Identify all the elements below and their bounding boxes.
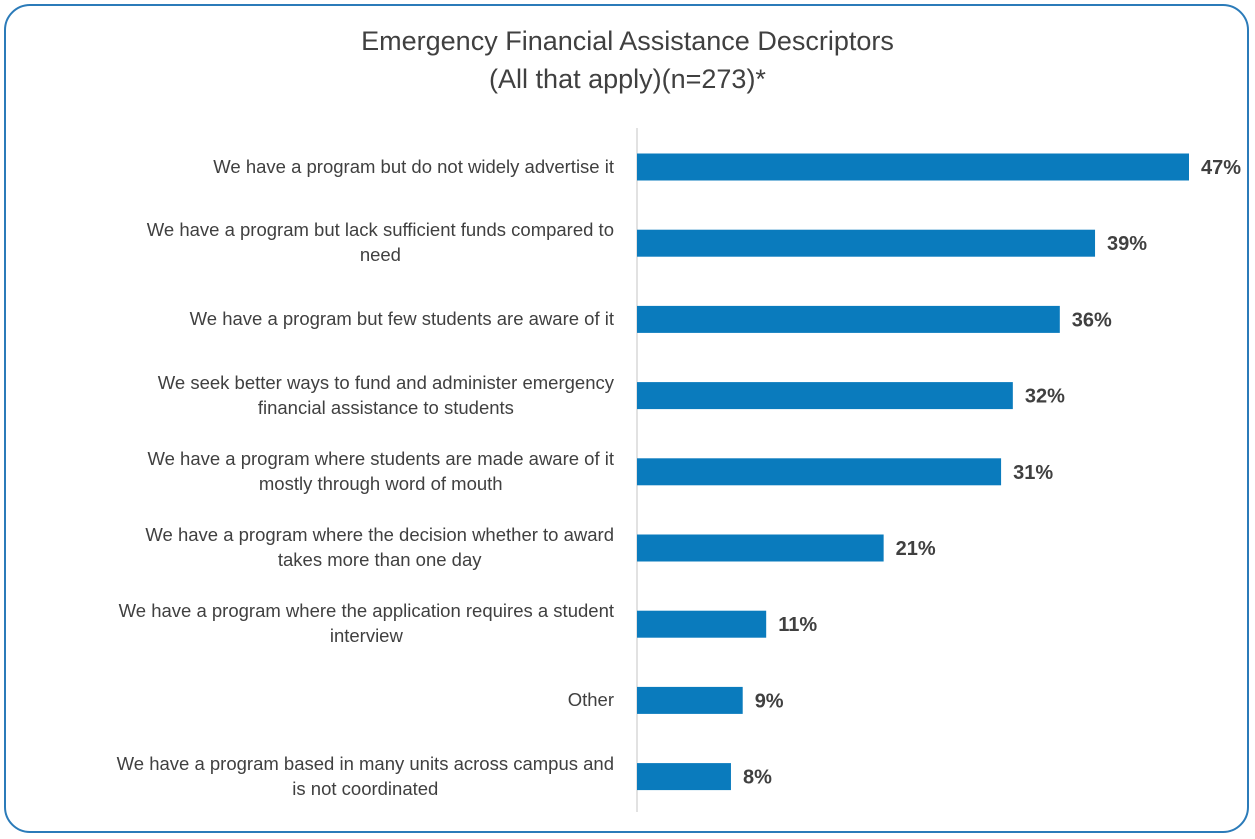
data-label: 8% [743, 767, 772, 789]
bar [637, 458, 1002, 486]
bar [637, 382, 1013, 410]
category-label-line: financial assistance to students [257, 396, 514, 418]
bar [637, 153, 1189, 181]
category-label: We seek better ways to fund and administ… [158, 370, 614, 420]
bar [637, 610, 767, 638]
category-label-line: We have a program but lack sufficient fu… [146, 219, 614, 241]
category-label-line: interview [329, 625, 403, 647]
category-label-line: We have a program but do not widely adve… [213, 155, 614, 177]
category-label: We have a program but lack sufficient fu… [147, 217, 614, 267]
data-label: 31% [1013, 462, 1053, 484]
category-label-line: We have a program where the decision whe… [145, 524, 614, 545]
category-label: We have a program but few students are a… [190, 306, 614, 331]
category-label-line: We have a program but few students are a… [189, 307, 614, 329]
category-label-line: We have a program where students are mad… [147, 447, 614, 469]
chart-title-block: Emergency Financial Assistance Descripto… [0, 22, 1255, 98]
category-label-line: Other [567, 688, 614, 710]
chart-frame [4, 4, 1249, 833]
bar [637, 229, 1096, 257]
category-label-line: We seek better ways to fund and administ… [157, 371, 614, 393]
chart-title: Emergency Financial Assistance Descripto… [361, 26, 894, 56]
bar [637, 763, 731, 791]
data-labels-group: 47% 39% 36% 32% 31% 21% 11% 9% 8% [743, 157, 1241, 789]
category-label: We have a program based in many units ac… [117, 751, 614, 801]
category-label-line: need [359, 244, 401, 266]
category-label: Other [568, 687, 614, 712]
data-label: 47% [1201, 157, 1241, 179]
bar [637, 534, 884, 562]
bar [637, 305, 1060, 333]
bars-group [637, 153, 1189, 791]
category-label: We have a program where the decision whe… [145, 522, 614, 572]
data-label: 9% [755, 690, 784, 712]
category-label: We have a program where students are mad… [147, 446, 614, 496]
data-label: 11% [778, 614, 817, 636]
category-label-line: takes more than one day [277, 549, 482, 570]
category-label: We have a program but do not widely adve… [213, 154, 614, 179]
chart-subtitle: (All that apply)(n=273)* [489, 64, 766, 94]
data-label: 36% [1072, 309, 1112, 331]
category-label-line: mostly through word of mouth [258, 472, 503, 494]
category-label-line: is not coordinated [292, 777, 439, 799]
category-label-line: We have a program based in many units ac… [116, 752, 614, 774]
bar [637, 686, 743, 714]
data-label: 39% [1107, 233, 1147, 255]
data-label: 32% [1025, 386, 1065, 408]
data-label: 21% [896, 538, 936, 560]
category-label-line: We have a program where the application … [118, 600, 614, 622]
category-label: We have a program where the application … [119, 598, 614, 648]
